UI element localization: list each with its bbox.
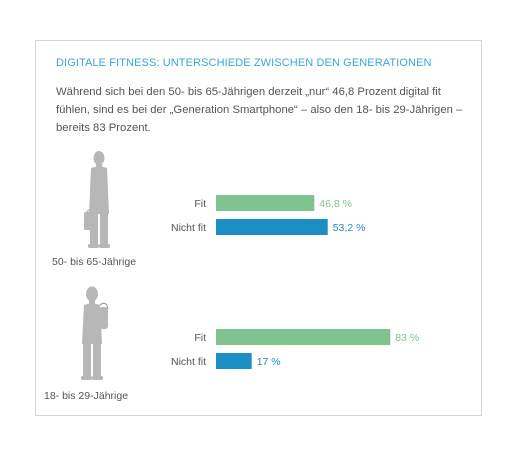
older-man-with-briefcase-icon (84, 151, 110, 248)
bar-younger-nicht-fit (216, 353, 252, 369)
bar-value-label: 17 % (257, 356, 281, 368)
bar-older-fit (216, 195, 315, 211)
chart-title: DIGITALE FITNESS: UNTERSCHIEDE ZWISCHEN … (56, 57, 432, 69)
bar-category-label: Fit (194, 332, 206, 344)
bar-value-label: 53,2 % (333, 222, 366, 234)
intro-text: Während sich bei den 50- bis 65-Jährigen… (56, 86, 463, 134)
bar-younger-fit (216, 329, 391, 345)
group-label-younger: 18- bis 29-Jährige (44, 390, 129, 402)
bar-older-nicht-fit (216, 219, 328, 235)
bar-category-label: Fit (194, 198, 206, 210)
young-man-with-backpack-icon (81, 286, 109, 380)
bar-value-label: 83 % (395, 332, 419, 344)
bar-value-label: 46,8 % (319, 198, 352, 210)
group-label-older: 50- bis 65-Jährige (52, 256, 137, 268)
bar-category-label: Nicht fit (171, 356, 206, 368)
bar-category-label: Nicht fit (171, 222, 206, 234)
